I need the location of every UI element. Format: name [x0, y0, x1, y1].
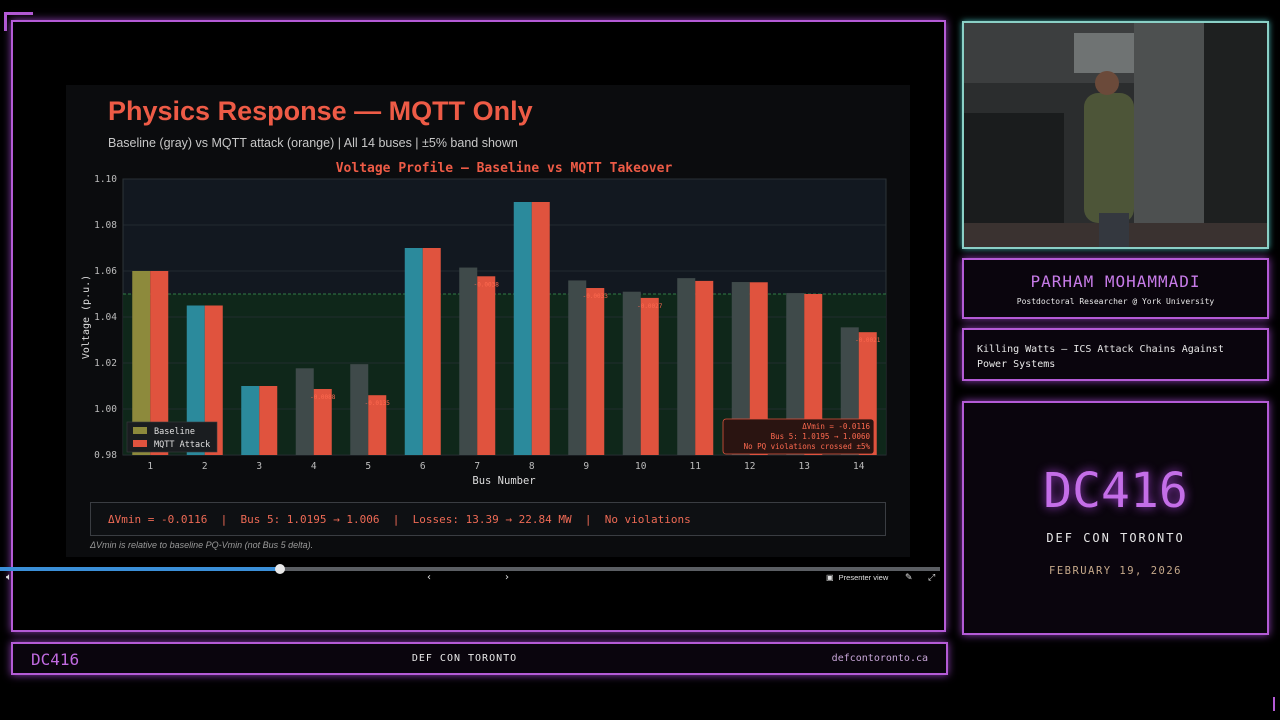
- annotation-line: No PQ violations crossed ±5%: [744, 442, 871, 451]
- bottom-bar: DC416 DEF CON TORONTO defcontoronto.ca: [11, 642, 948, 675]
- player-controls: 🔈︎ ‹ › ✎ ⤢: [0, 572, 946, 584]
- attack-bar: [477, 276, 496, 455]
- event-name: DEF CON TORONTO: [1046, 531, 1185, 545]
- progress-knob[interactable]: [275, 564, 286, 574]
- baseline-bar: [295, 368, 314, 455]
- chevron-left-icon[interactable]: ‹: [427, 572, 431, 583]
- bottom-bar-event: DEF CON TORONTO: [411, 653, 518, 664]
- x-tick-label: 2: [202, 461, 208, 472]
- y-tick-label: 1.06: [94, 266, 117, 277]
- bar-delta-label: -0.0135: [365, 400, 391, 407]
- annotation-line: Bus 5: 1.0195 → 1.0060: [771, 432, 871, 441]
- bar-delta-label: -0.0027: [637, 303, 663, 310]
- attack-bar: [422, 248, 441, 455]
- event-logo: DC416: [1043, 463, 1188, 519]
- speaker-role: Postdoctoral Researcher @ York Universit…: [1016, 297, 1215, 306]
- baseline-bar: [350, 364, 369, 455]
- speaker-name: PARHAM MOHAMMADI: [1030, 272, 1201, 291]
- y-tick-label: 0.98: [94, 450, 117, 461]
- x-tick-label: 3: [256, 461, 262, 472]
- progress-fill: [0, 567, 281, 571]
- summary-box: ΔVmin = -0.0116 | Bus 5: 1.0195 → 1.006 …: [90, 502, 886, 536]
- x-tick-label: 10: [635, 461, 647, 472]
- pen-icon[interactable]: ✎: [905, 573, 913, 583]
- chart-title: Voltage Profile — Baseline vs MQTT Takeo…: [336, 161, 673, 176]
- x-tick-label: 9: [583, 461, 589, 472]
- y-axis-label: Voltage (p.u.): [81, 275, 92, 359]
- baseline-bar: [186, 305, 205, 455]
- baseline-bar: [132, 271, 151, 455]
- y-tick-label: 1.04: [94, 312, 117, 323]
- bar-delta-label: -0.0021: [855, 337, 881, 344]
- attack-bar: [586, 288, 605, 455]
- event-date: FEBRUARY 19, 2026: [1049, 565, 1182, 577]
- baseline-bar: [731, 282, 750, 455]
- baseline-bar: [404, 248, 423, 455]
- speaker-camera: [962, 21, 1269, 249]
- attack-bar: [804, 294, 823, 455]
- baseline-bar: [568, 280, 587, 455]
- slide-footnote: ΔVmin is relative to baseline PQ-Vmin (n…: [90, 540, 314, 550]
- slide-subtitle: Baseline (gray) vs MQTT attack (orange) …: [108, 136, 518, 150]
- attack-bar: [531, 202, 550, 455]
- x-tick-label: 1: [147, 461, 153, 472]
- x-tick-label: 12: [744, 461, 755, 472]
- bar-delta-label: -0.0088: [310, 394, 336, 401]
- voltage-profile-chart: 0.981.001.021.041.061.081.101 2 3 4 5 6 7 8 9 10 1…: [81, 161, 887, 487]
- presenter-icon: ▣: [826, 573, 834, 582]
- event-panel: DC416 DEF CON TORONTO FEBRUARY 19, 2026: [962, 401, 1269, 635]
- x-axis-label: Bus Number: [472, 475, 535, 487]
- y-tick-label: 1.08: [94, 220, 117, 231]
- bottom-bar-logo: DC416: [31, 650, 80, 669]
- presenter-view-label: Presenter view: [838, 573, 889, 582]
- x-tick-label: 6: [420, 461, 426, 472]
- bottom-bar-url[interactable]: defcontoronto.ca: [831, 653, 928, 664]
- attack-bar: [259, 386, 278, 455]
- bar-delta-label: -0.0038: [474, 281, 500, 288]
- presenter-view-button[interactable]: ▣ Presenter view: [826, 572, 888, 584]
- baseline-bar: [241, 386, 260, 455]
- fullscreen-icon[interactable]: ⤢: [928, 573, 936, 583]
- talk-panel: Killing Watts – ICS Attack Chains Agains…: [962, 328, 1269, 381]
- legend-swatch-baseline: [133, 427, 147, 434]
- y-tick-label: 1.02: [94, 358, 117, 369]
- annotation-box: [722, 418, 875, 455]
- talk-title: Killing Watts – ICS Attack Chains Agains…: [977, 344, 1224, 370]
- y-tick-label: 1.00: [94, 404, 117, 415]
- chevron-right-icon[interactable]: ›: [505, 572, 509, 583]
- volume-icon[interactable]: 🔈︎: [6, 572, 12, 583]
- x-tick-label: 7: [474, 461, 480, 472]
- attack-bar: [313, 388, 332, 455]
- baseline-bar: [622, 291, 641, 455]
- annotation-line: ΔVmin = -0.0116: [802, 422, 870, 431]
- x-tick-label: 4: [311, 461, 317, 472]
- baseline-bar: [513, 202, 532, 455]
- attack-bar: [640, 297, 659, 455]
- progress-bar[interactable]: [0, 564, 940, 574]
- x-tick-label: 13: [799, 461, 810, 472]
- x-tick-label: 5: [365, 461, 371, 472]
- attack-bar: [150, 271, 169, 455]
- attack-bar: [368, 395, 387, 455]
- x-tick-label: 11: [690, 461, 702, 472]
- frame-edge-decoration: [1273, 697, 1275, 711]
- y-tick-label: 1.10: [94, 174, 117, 185]
- attack-bar: [749, 282, 768, 455]
- x-tick-label: 8: [529, 461, 535, 472]
- frame-corner-decoration: [4, 12, 33, 31]
- legend-swatch-attack: [133, 440, 147, 447]
- speaker-panel: PARHAM MOHAMMADI Postdoctoral Researcher…: [962, 258, 1269, 319]
- speaker-video-frame: [964, 23, 1267, 247]
- slide-title: Physics Response — MQTT Only: [108, 96, 533, 126]
- baseline-bar: [786, 293, 805, 455]
- legend-label-baseline: Baseline: [154, 427, 195, 437]
- bar-delta-label: -0.0033: [583, 293, 609, 300]
- baseline-bar: [459, 267, 478, 455]
- legend-label-attack: MQTT Attack: [154, 440, 210, 450]
- baseline-bar: [677, 278, 696, 455]
- attack-bar: [695, 280, 714, 455]
- attack-bar: [204, 305, 223, 455]
- x-tick-label: 14: [853, 461, 865, 472]
